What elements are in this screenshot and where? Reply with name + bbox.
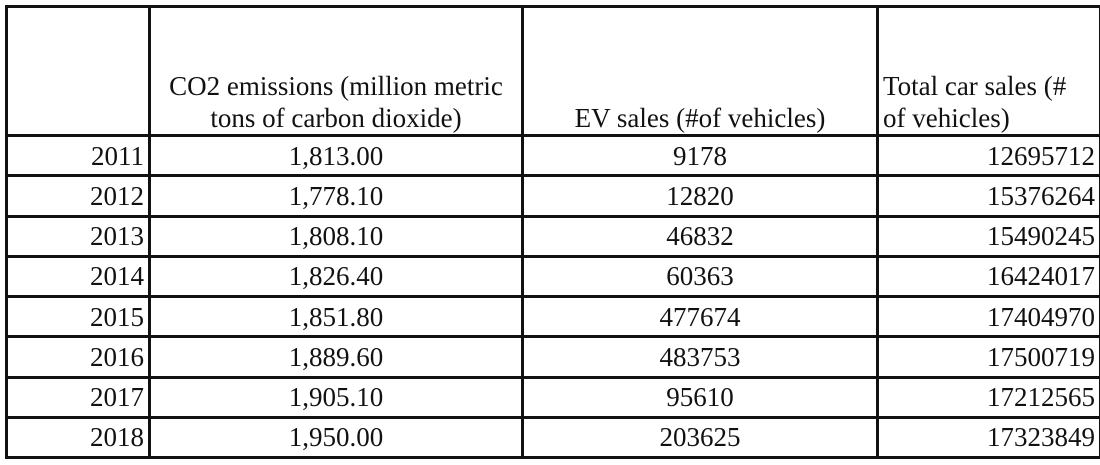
data-table: CO2 emissions (million metric tons of ca… xyxy=(5,5,1100,460)
cell-ev-sales: 9178 xyxy=(521,133,879,178)
cell-year: 2012 xyxy=(5,174,151,218)
cell-total-sales: 17500719 xyxy=(876,335,1100,379)
cell-year: 2017 xyxy=(5,375,151,419)
cell-total-sales: 17323849 xyxy=(876,415,1100,460)
cell-co2: 1,813.00 xyxy=(148,133,524,178)
cell-year: 2013 xyxy=(5,214,151,258)
table-row: 2014 1,826.40 60363 16424017 xyxy=(5,254,1100,299)
cell-year: 2014 xyxy=(5,254,151,299)
table-row: 2012 1,778.10 12820 15376264 xyxy=(5,174,1100,218)
cell-total-sales: 15490245 xyxy=(876,214,1100,258)
cell-ev-sales: 46832 xyxy=(521,214,879,258)
cell-ev-sales: 95610 xyxy=(521,375,879,419)
table-row: 2013 1,808.10 46832 15490245 xyxy=(5,214,1100,258)
table-row: 2018 1,950.00 203625 17323849 xyxy=(5,415,1100,460)
cell-year: 2016 xyxy=(5,335,151,379)
cell-ev-sales: 12820 xyxy=(521,174,879,218)
cell-total-sales: 15376264 xyxy=(876,174,1100,218)
cell-year: 2018 xyxy=(5,415,151,460)
cell-co2: 1,950.00 xyxy=(148,415,524,460)
header-co2-emissions: CO2 emissions (million metric tons of ca… xyxy=(148,5,524,137)
cell-total-sales: 17404970 xyxy=(876,294,1100,339)
cell-ev-sales: 60363 xyxy=(521,254,879,299)
table-row: 2011 1,813.00 9178 12695712 xyxy=(5,133,1100,178)
cell-year: 2011 xyxy=(5,133,151,178)
header-row: CO2 emissions (million metric tons of ca… xyxy=(5,5,1100,137)
cell-total-sales: 16424017 xyxy=(876,254,1100,299)
cell-co2: 1,905.10 xyxy=(148,375,524,419)
cell-co2: 1,778.10 xyxy=(148,174,524,218)
table-row: 2015 1,851.80 477674 17404970 xyxy=(5,294,1100,339)
table-row: 2016 1,889.60 483753 17500719 xyxy=(5,335,1100,379)
cell-ev-sales: 483753 xyxy=(521,335,879,379)
cell-co2: 1,889.60 xyxy=(148,335,524,379)
cell-ev-sales: 203625 xyxy=(521,415,879,460)
header-year xyxy=(5,5,151,137)
cell-ev-sales: 477674 xyxy=(521,294,879,339)
header-ev-sales: EV sales (#of vehicles) xyxy=(521,5,879,137)
cell-co2: 1,826.40 xyxy=(148,254,524,299)
cell-co2: 1,808.10 xyxy=(148,214,524,258)
cell-total-sales: 12695712 xyxy=(876,133,1100,178)
cell-co2: 1,851.80 xyxy=(148,294,524,339)
cell-year: 2015 xyxy=(5,294,151,339)
table-row: 2017 1,905.10 95610 17212565 xyxy=(5,375,1100,419)
header-total-car-sales: Total car sales (# of vehicles) xyxy=(876,5,1100,137)
cell-total-sales: 17212565 xyxy=(876,375,1100,419)
